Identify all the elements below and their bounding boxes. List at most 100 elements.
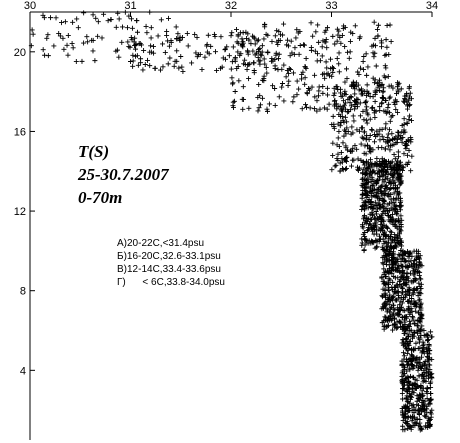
data-point <box>122 9 128 15</box>
data-point <box>272 57 278 63</box>
data-point <box>315 51 321 57</box>
data-point <box>185 43 191 49</box>
data-point <box>393 197 399 203</box>
data-point <box>397 176 403 182</box>
data-point <box>402 93 408 99</box>
data-point <box>308 47 314 53</box>
data-point <box>401 151 407 157</box>
data-point <box>279 84 285 90</box>
data-point <box>358 86 364 92</box>
data-point <box>375 33 381 39</box>
data-point <box>417 397 423 403</box>
data-point <box>374 155 380 161</box>
data-point <box>398 136 404 142</box>
data-point <box>404 404 410 410</box>
data-point <box>369 105 375 111</box>
data-point <box>264 106 270 112</box>
data-point <box>369 43 375 49</box>
data-point <box>367 116 373 122</box>
data-point <box>380 172 386 178</box>
data-point <box>386 158 392 164</box>
data-point <box>427 362 433 368</box>
data-point <box>418 276 424 282</box>
data-point <box>406 423 412 429</box>
data-point <box>382 293 388 299</box>
data-point <box>130 58 136 64</box>
data-point <box>406 334 412 340</box>
data-point <box>356 72 362 78</box>
data-point <box>398 213 404 219</box>
data-point <box>257 93 263 99</box>
data-point <box>316 84 322 90</box>
data-point <box>401 99 407 105</box>
data-point <box>388 191 394 197</box>
data-point <box>390 261 396 267</box>
data-point <box>382 287 388 293</box>
data-point <box>421 350 427 356</box>
data-point <box>41 15 47 21</box>
data-point <box>428 329 434 335</box>
data-point <box>281 98 287 104</box>
data-point <box>240 30 246 36</box>
data-point <box>204 43 210 49</box>
data-point <box>138 60 144 66</box>
data-point <box>241 96 247 102</box>
data-point <box>373 209 379 215</box>
data-point <box>44 35 50 41</box>
data-point <box>403 142 409 148</box>
data-point <box>374 238 380 244</box>
data-point <box>382 146 388 152</box>
data-point <box>342 44 348 50</box>
data-point <box>375 22 381 28</box>
data-point <box>276 94 282 100</box>
data-point <box>358 141 364 147</box>
data-point <box>192 31 198 37</box>
data-point <box>272 33 278 39</box>
data-point <box>390 293 396 299</box>
data-point <box>384 317 390 323</box>
data-point <box>174 36 180 42</box>
data-point <box>299 72 305 78</box>
data-point <box>416 402 422 408</box>
data-point <box>363 51 369 57</box>
data-point <box>399 377 405 383</box>
data-point <box>396 216 402 222</box>
data-point <box>393 289 399 295</box>
data-point <box>205 32 211 38</box>
data-point <box>279 81 285 87</box>
data-point <box>332 90 338 96</box>
data-point <box>417 296 423 302</box>
data-point <box>259 95 265 101</box>
data-point <box>394 267 400 273</box>
data-point <box>381 266 387 272</box>
data-point <box>375 201 381 207</box>
data-point <box>296 86 302 92</box>
data-point <box>235 49 241 55</box>
data-point <box>365 160 371 166</box>
data-point <box>128 34 134 40</box>
data-point <box>222 46 228 52</box>
data-point <box>147 9 153 15</box>
data-point <box>250 48 256 54</box>
data-point <box>397 161 403 167</box>
data-point <box>359 240 365 246</box>
data-point <box>359 204 365 210</box>
data-point <box>411 278 417 284</box>
data-point <box>374 26 380 32</box>
data-point <box>310 33 316 39</box>
data-point <box>259 43 265 49</box>
data-point <box>416 280 422 286</box>
data-point <box>409 418 415 424</box>
data-point <box>408 117 414 123</box>
data-point <box>324 45 330 51</box>
data-point <box>404 314 410 320</box>
data-point <box>300 69 306 75</box>
data-point <box>116 54 122 60</box>
data-point <box>314 108 320 114</box>
data-point <box>408 393 414 399</box>
data-point <box>214 67 220 73</box>
data-point <box>113 48 119 54</box>
data-point <box>251 70 257 76</box>
data-point <box>382 303 388 309</box>
data-point <box>368 162 374 168</box>
